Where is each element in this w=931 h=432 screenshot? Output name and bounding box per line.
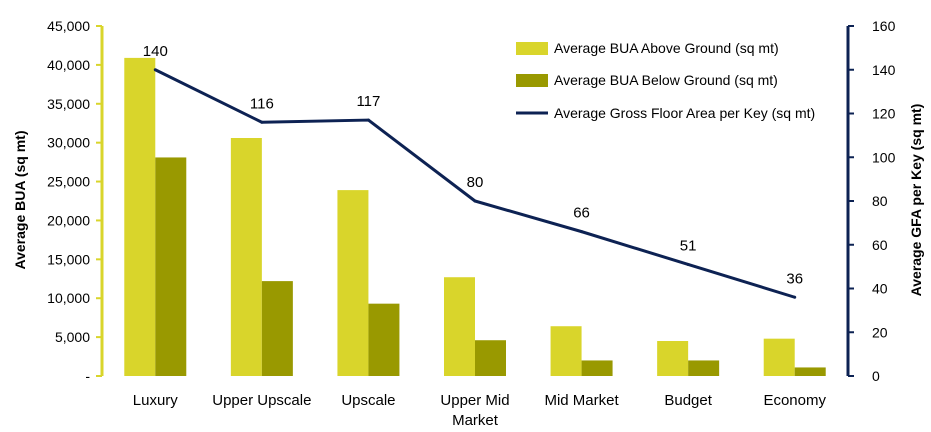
gfa-data-label: 80 <box>467 174 484 191</box>
category-labels: Luxury Upper Upscale Upscale Upper Mid Marke… <box>133 392 827 429</box>
right-axis-tick-label: 60 <box>872 237 888 253</box>
bars-group <box>124 57 826 377</box>
left-axis-tick-label: 5,000 <box>55 329 90 345</box>
bar-above-ground <box>550 326 582 376</box>
bar-above-ground <box>444 277 475 376</box>
left-axis-tick-label: 15,000 <box>47 251 90 267</box>
gfa-data-label: 51 <box>680 237 697 254</box>
line-series-group: 140 116 117 80 66 51 36 <box>143 43 803 299</box>
left-axis-tick-label: 35,000 <box>47 96 90 112</box>
left-axis-tick-label: 10,000 <box>47 290 90 306</box>
left-axis-tick-label: - <box>85 368 90 384</box>
right-axis-tick-label: 140 <box>872 62 896 78</box>
right-axis-tick-label: 80 <box>872 193 888 209</box>
legend-swatch-below-ground <box>516 74 548 87</box>
gfa-data-label: 140 <box>143 43 168 60</box>
right-axis-tick-label: 0 <box>872 368 880 384</box>
gfa-data-label: 36 <box>786 270 803 287</box>
bar-below-ground <box>261 281 293 376</box>
gfa-line-point <box>580 230 584 234</box>
gfa-line-point <box>260 120 264 124</box>
left-axis-tick-label: 20,000 <box>47 212 90 228</box>
left-axis-tick-label: 25,000 <box>47 174 90 190</box>
right-y-axis: 0 20 40 60 80 100 120 140 160 <box>846 18 896 384</box>
right-axis-tick-label: 160 <box>872 18 896 34</box>
left-y-axis: - 5,000 10,000 15,000 20,000 25,000 30,000 35,0… <box>47 18 104 384</box>
gfa-data-label: 66 <box>573 205 590 222</box>
legend-label: Average BUA Above Ground (sq mt) <box>554 40 779 56</box>
bar-below-ground <box>794 367 826 376</box>
category-label: Luxury <box>133 392 179 409</box>
bar-below-ground <box>581 360 613 376</box>
bar-below-ground <box>475 340 506 376</box>
category-label: Upper Mid Market <box>440 392 509 429</box>
gfa-data-label: 117 <box>356 93 380 110</box>
gfa-line-point <box>686 262 690 266</box>
legend-label: Average Gross Floor Area per Key (sq mt) <box>554 105 815 121</box>
bar-above-ground <box>230 138 262 376</box>
category-label: Economy <box>763 392 826 409</box>
bar-above-ground <box>337 190 369 376</box>
category-label: Budget <box>664 392 712 409</box>
right-axis-tick-label: 40 <box>872 281 888 297</box>
right-axis-title: Average GFA per Key (sq mt) <box>908 104 924 297</box>
left-axis-title: Average BUA (sq mt) <box>12 131 28 270</box>
bar-above-ground <box>657 341 689 376</box>
right-axis-tick-label: 20 <box>872 324 888 340</box>
bar-below-ground <box>155 157 187 376</box>
left-axis-tick-label: 40,000 <box>47 57 90 73</box>
gfa-line-point <box>366 118 370 122</box>
gfa-line-point <box>473 199 477 203</box>
bar-below-ground <box>688 360 720 376</box>
bar-below-ground <box>368 303 400 376</box>
bar-above-ground <box>124 57 156 377</box>
gfa-line-point <box>153 68 157 72</box>
right-axis-tick-label: 100 <box>872 149 896 165</box>
left-axis-tick-label: 30,000 <box>47 135 90 151</box>
gfa-line-point <box>793 295 797 299</box>
legend-swatch-above-ground <box>516 42 548 55</box>
category-label: Upper Upscale <box>212 392 311 409</box>
legend-label: Average BUA Below Ground (sq mt) <box>554 72 778 88</box>
category-label: Upscale <box>341 392 395 409</box>
bar-above-ground <box>763 338 795 376</box>
right-axis-tick-label: 120 <box>872 106 896 122</box>
left-axis-tick-label: 45,000 <box>47 18 90 34</box>
legend: Average BUA Above Ground (sq mt) Average … <box>516 40 815 121</box>
gfa-data-label: 116 <box>250 95 274 112</box>
category-label: Mid Market <box>544 392 619 409</box>
